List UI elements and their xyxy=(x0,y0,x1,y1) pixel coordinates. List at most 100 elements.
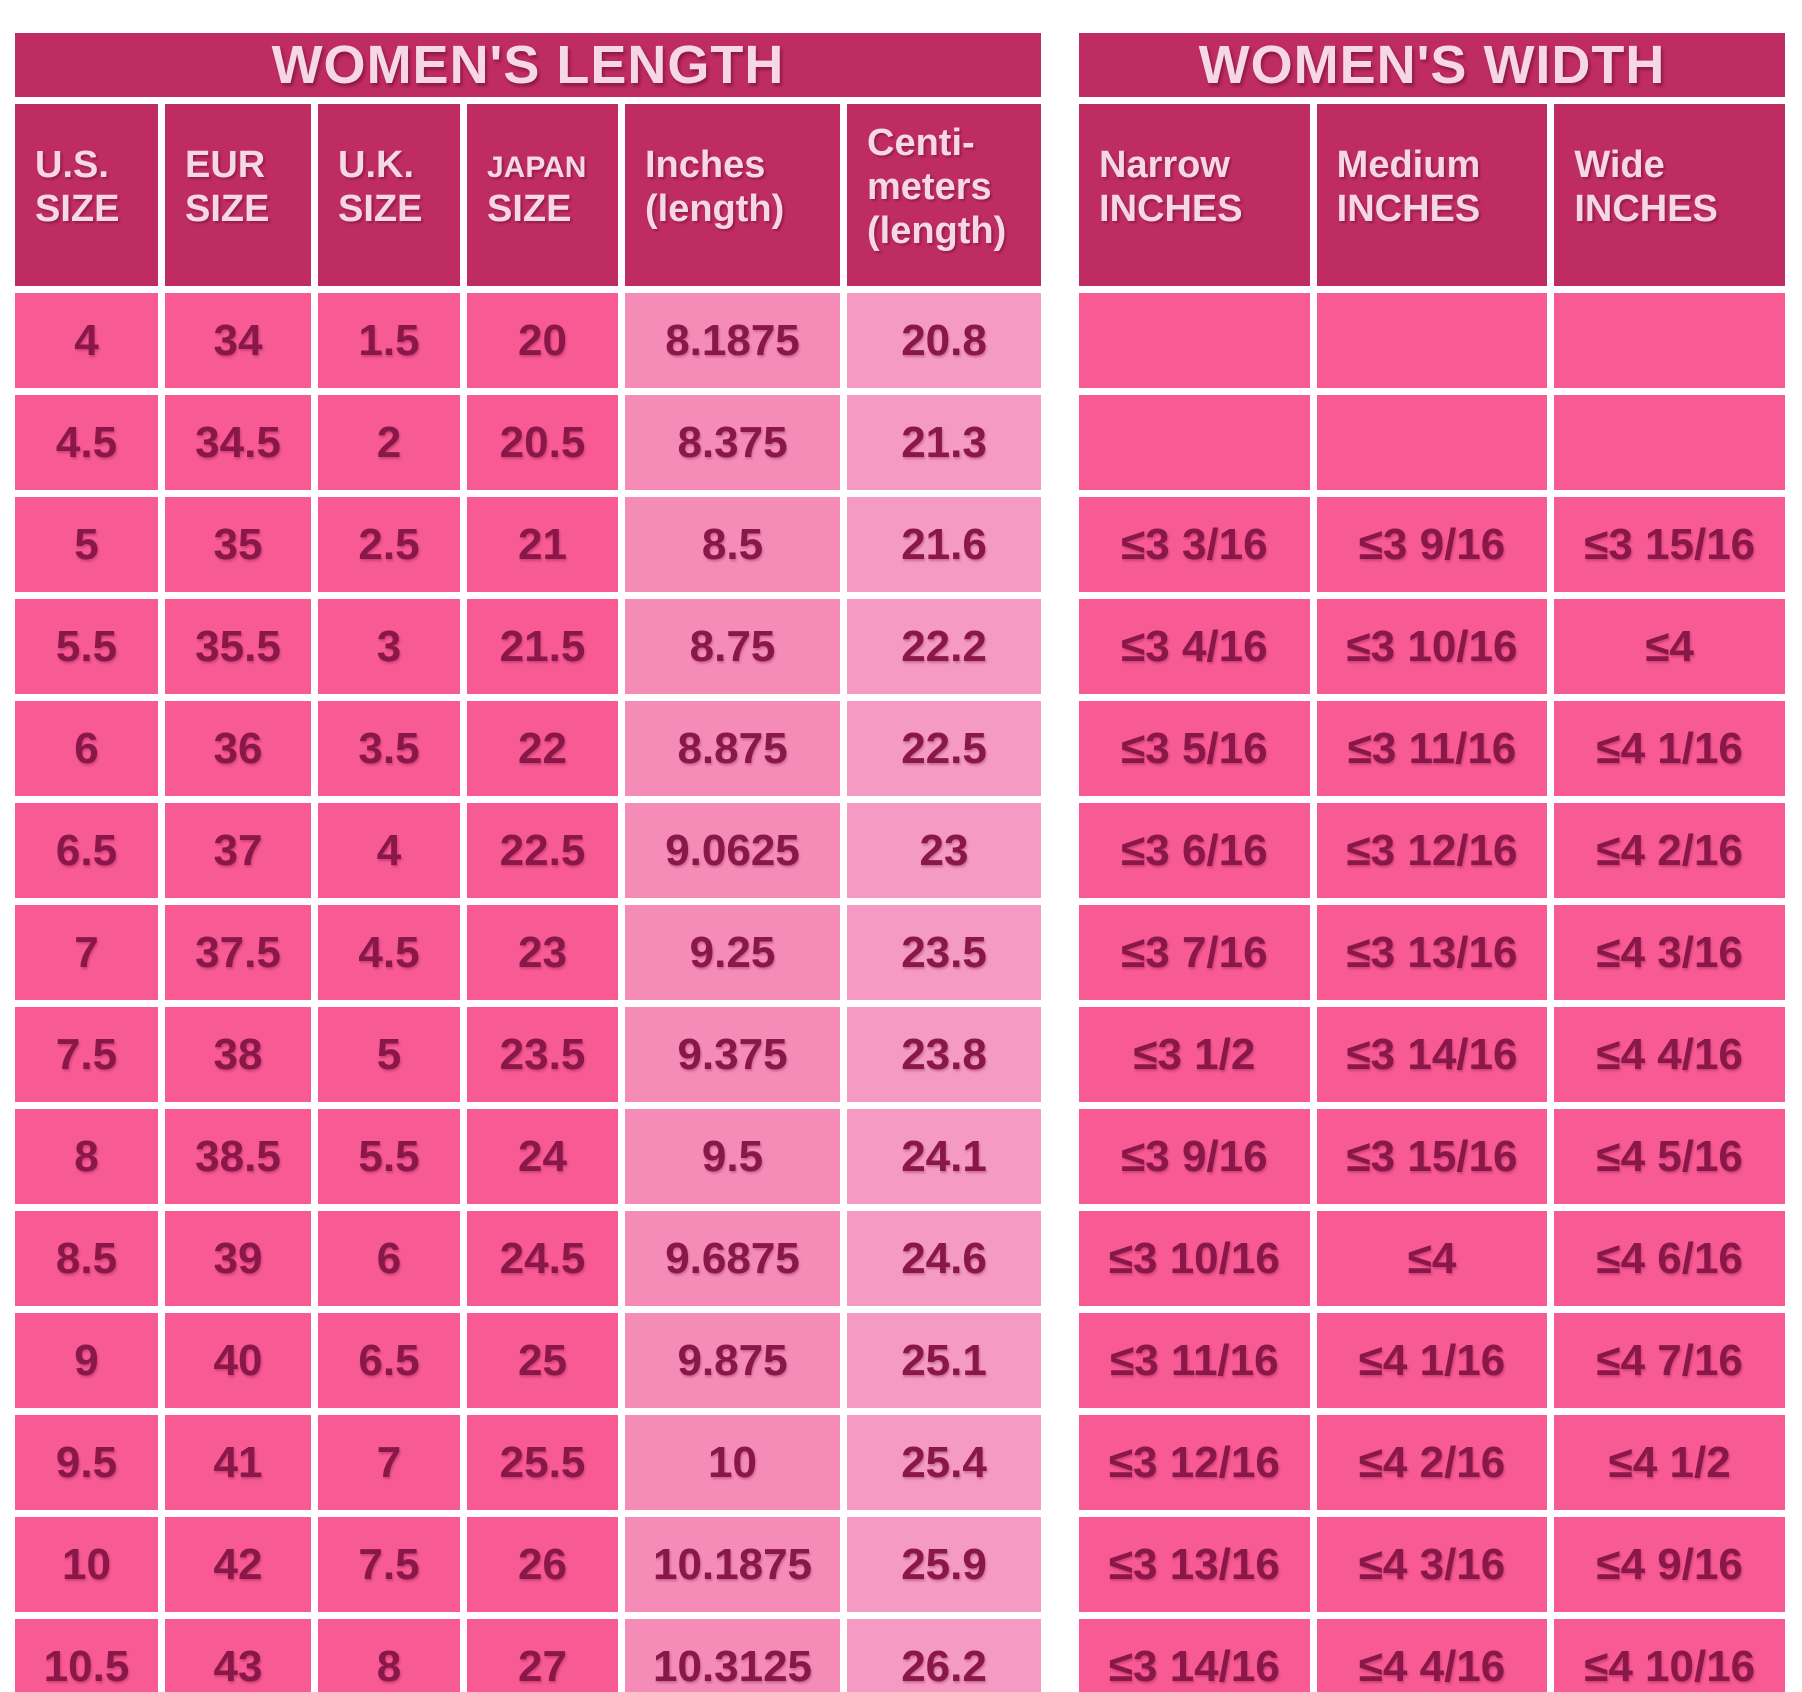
cell-uk-size: 8 xyxy=(318,1619,460,1692)
womens-width-title: WOMEN'S WIDTH xyxy=(1079,33,1786,97)
cell-eur-size: 43 xyxy=(165,1619,311,1692)
cell-wide-inches: ≤3 15/16 xyxy=(1554,497,1786,592)
cell-japan-size: 20.5 xyxy=(467,395,618,490)
cell-uk-size: 7.5 xyxy=(318,1517,460,1612)
cell-wide-inches xyxy=(1554,395,1786,490)
table-row: 4.5 34.5 2 20.5 8.375 21.3 xyxy=(15,395,1042,490)
cell-centimeters-length: 23.8 xyxy=(847,1007,1042,1102)
table-row: ≤3 6/16 ≤3 12/16 ≤4 2/16 xyxy=(1079,803,1786,898)
cell-japan-size: 27 xyxy=(467,1619,618,1692)
cell-wide-inches: ≤4 5/16 xyxy=(1554,1109,1786,1204)
cell-centimeters-length: 20.8 xyxy=(847,293,1042,388)
cell-uk-size: 3 xyxy=(318,599,460,694)
cell-centimeters-length: 24.6 xyxy=(847,1211,1042,1306)
cell-japan-size: 23.5 xyxy=(467,1007,618,1102)
table-row: 8 38.5 5.5 24 9.5 24.1 xyxy=(15,1109,1042,1204)
col-header-japan-size: JAPAN SIZE xyxy=(467,104,618,286)
cell-eur-size: 38.5 xyxy=(165,1109,311,1204)
table-row: ≤3 5/16 ≤3 11/16 ≤4 1/16 xyxy=(1079,701,1786,796)
cell-eur-size: 39 xyxy=(165,1211,311,1306)
table-row xyxy=(1079,395,1786,490)
cell-eur-size: 40 xyxy=(165,1313,311,1408)
cell-japan-size: 24.5 xyxy=(467,1211,618,1306)
cell-wide-inches: ≤4 10/16 xyxy=(1554,1619,1786,1692)
cell-centimeters-length: 25.1 xyxy=(847,1313,1042,1408)
table-row: 7 37.5 4.5 23 9.25 23.5 xyxy=(15,905,1042,1000)
cell-medium-inches: ≤4 xyxy=(1316,1211,1548,1306)
cell-narrow-inches: ≤3 7/16 xyxy=(1079,905,1310,1000)
cell-us-size: 8.5 xyxy=(15,1211,158,1306)
cell-uk-size: 4.5 xyxy=(318,905,460,1000)
cell-us-size: 7.5 xyxy=(15,1007,158,1102)
cell-centimeters-length: 23 xyxy=(847,803,1042,898)
cell-centimeters-length: 25.4 xyxy=(847,1415,1042,1510)
table-row: ≤3 14/16 ≤4 4/16 ≤4 10/16 xyxy=(1079,1619,1786,1692)
table-row: ≤3 7/16 ≤3 13/16 ≤4 3/16 xyxy=(1079,905,1786,1000)
cell-medium-inches: ≤3 10/16 xyxy=(1316,599,1548,694)
cell-japan-size: 22 xyxy=(467,701,618,796)
cell-wide-inches: ≤4 3/16 xyxy=(1554,905,1786,1000)
cell-eur-size: 35 xyxy=(165,497,311,592)
cell-eur-size: 41 xyxy=(165,1415,311,1510)
column-header-row: Narrow INCHES Medium INCHES Wide INCHES xyxy=(1079,104,1786,286)
cell-medium-inches: ≤4 3/16 xyxy=(1316,1517,1548,1612)
table-row: 10.5 43 8 27 10.3125 26.2 xyxy=(15,1619,1042,1692)
cell-narrow-inches: ≤3 3/16 xyxy=(1079,497,1310,592)
col-header-narrow-inches: Narrow INCHES xyxy=(1079,104,1310,286)
cell-uk-size: 2 xyxy=(318,395,460,490)
cell-wide-inches: ≤4 4/16 xyxy=(1554,1007,1786,1102)
cell-wide-inches: ≤4 1/2 xyxy=(1554,1415,1786,1510)
cell-narrow-inches: ≤3 11/16 xyxy=(1079,1313,1310,1408)
cell-wide-inches: ≤4 xyxy=(1554,599,1786,694)
cell-us-size: 4 xyxy=(15,293,158,388)
cell-narrow-inches: ≤3 14/16 xyxy=(1079,1619,1310,1692)
cell-wide-inches: ≤4 1/16 xyxy=(1554,701,1786,796)
col-header-eur-size: EUR SIZE xyxy=(165,104,311,286)
chart-tables: WOMEN'S LENGTH U.S. SIZE EUR SIZE U.K. SIZ… xyxy=(8,26,1793,1692)
table-row: ≤3 1/2 ≤3 14/16 ≤4 4/16 xyxy=(1079,1007,1786,1102)
cell-narrow-inches xyxy=(1079,395,1310,490)
col-header-uk-size: U.K. SIZE xyxy=(318,104,460,286)
cell-us-size: 6 xyxy=(15,701,158,796)
table-row: ≤3 10/16 ≤4 ≤4 6/16 xyxy=(1079,1211,1786,1306)
cell-narrow-inches: ≤3 10/16 xyxy=(1079,1211,1310,1306)
cell-wide-inches: ≤4 7/16 xyxy=(1554,1313,1786,1408)
table-row: ≤3 3/16 ≤3 9/16 ≤3 15/16 xyxy=(1079,497,1786,592)
cell-narrow-inches: ≤3 1/2 xyxy=(1079,1007,1310,1102)
cell-eur-size: 34.5 xyxy=(165,395,311,490)
cell-narrow-inches: ≤3 6/16 xyxy=(1079,803,1310,898)
col-header-wide-inches: Wide INCHES xyxy=(1554,104,1786,286)
cell-us-size: 5 xyxy=(15,497,158,592)
cell-eur-size: 42 xyxy=(165,1517,311,1612)
col-header-medium-inches: Medium INCHES xyxy=(1316,104,1548,286)
cell-centimeters-length: 21.3 xyxy=(847,395,1042,490)
cell-medium-inches xyxy=(1316,293,1548,388)
cell-medium-inches: ≤4 4/16 xyxy=(1316,1619,1548,1692)
cell-medium-inches xyxy=(1316,395,1548,490)
cell-narrow-inches: ≤3 4/16 xyxy=(1079,599,1310,694)
table-row: 6 36 3.5 22 8.875 22.5 xyxy=(15,701,1042,796)
cell-wide-inches: ≤4 6/16 xyxy=(1554,1211,1786,1306)
cell-us-size: 9.5 xyxy=(15,1415,158,1510)
table-row: ≤3 13/16 ≤4 3/16 ≤4 9/16 xyxy=(1079,1517,1786,1612)
cell-narrow-inches: ≤3 12/16 xyxy=(1079,1415,1310,1510)
table-row: ≤3 4/16 ≤3 10/16 ≤4 xyxy=(1079,599,1786,694)
cell-uk-size: 6 xyxy=(318,1211,460,1306)
cell-inches-length: 10.3125 xyxy=(625,1619,840,1692)
cell-medium-inches: ≤3 13/16 xyxy=(1316,905,1548,1000)
length-table-body: 4 34 1.5 20 8.1875 20.8 4.5 34.5 2 20.5 8.375 21.3 5… xyxy=(15,293,1042,1692)
cell-eur-size: 34 xyxy=(165,293,311,388)
cell-japan-size: 25 xyxy=(467,1313,618,1408)
cell-wide-inches xyxy=(1554,293,1786,388)
cell-centimeters-length: 25.9 xyxy=(847,1517,1042,1612)
cell-eur-size: 38 xyxy=(165,1007,311,1102)
table-row: 10 42 7.5 26 10.1875 25.9 xyxy=(15,1517,1042,1612)
cell-narrow-inches: ≤3 13/16 xyxy=(1079,1517,1310,1612)
table-row: ≤3 9/16 ≤3 15/16 ≤4 5/16 xyxy=(1079,1109,1786,1204)
cell-centimeters-length: 26.2 xyxy=(847,1619,1042,1692)
cell-us-size: 10.5 xyxy=(15,1619,158,1692)
cell-us-size: 10 xyxy=(15,1517,158,1612)
cell-inches-length: 9.6875 xyxy=(625,1211,840,1306)
cell-inches-length: 8.5 xyxy=(625,497,840,592)
cell-inches-length: 10 xyxy=(625,1415,840,1510)
